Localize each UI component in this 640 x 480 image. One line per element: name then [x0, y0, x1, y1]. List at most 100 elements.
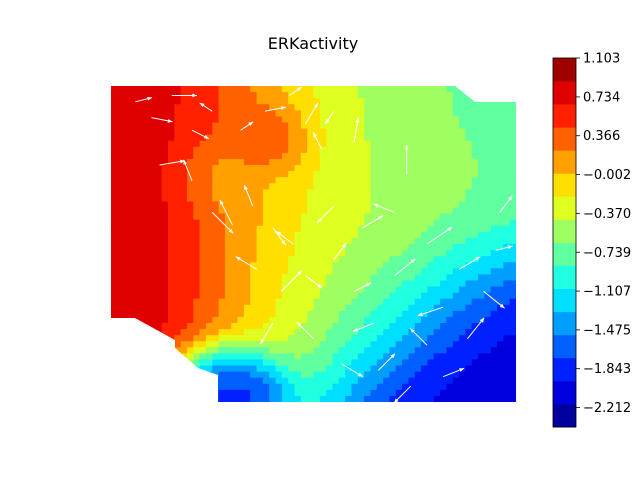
contour-cell	[180, 237, 188, 245]
contour-cell	[275, 146, 283, 154]
quiver-arrow	[288, 86, 303, 96]
contour-cell	[414, 353, 422, 361]
contour-cell	[395, 341, 403, 348]
contour-cell	[237, 365, 245, 373]
contour-cell	[275, 104, 283, 111]
contour-cell	[205, 92, 213, 99]
contour-cell	[427, 92, 435, 99]
contour-cell	[440, 219, 447, 227]
contour-cell	[319, 134, 327, 142]
contour-cell	[136, 140, 144, 148]
contour-cell	[471, 219, 479, 227]
contour-cell	[300, 383, 308, 391]
contour-cell	[243, 195, 251, 203]
contour-cell	[307, 152, 315, 160]
contour-cell	[129, 353, 137, 361]
contour-cell	[408, 104, 416, 111]
contour-cell	[452, 280, 460, 288]
contour-cell	[509, 262, 516, 269]
contour-cell	[136, 195, 144, 203]
contour-cell	[307, 207, 315, 215]
contour-cell	[370, 195, 378, 203]
contour-cell	[218, 98, 226, 105]
contour-cell	[307, 329, 315, 336]
contour-cell	[129, 377, 137, 385]
contour-cell	[231, 298, 239, 306]
contour-cell	[167, 146, 175, 154]
contour-cell	[427, 98, 435, 105]
contour-cell	[155, 316, 163, 324]
contour-cell	[389, 250, 397, 257]
contour-cell	[212, 389, 220, 397]
contour-cell	[319, 189, 327, 196]
contour-cell	[224, 165, 232, 172]
contour-cell	[509, 329, 516, 336]
contour-cell	[484, 225, 492, 233]
contour-cell	[155, 323, 163, 330]
contour-cell	[129, 359, 137, 367]
contour-cell	[313, 353, 321, 361]
contour-cell	[256, 256, 264, 263]
contour-cell	[471, 177, 479, 184]
contour-cell	[142, 383, 150, 391]
contour-cell	[389, 262, 397, 269]
contour-cell	[180, 104, 188, 111]
contour-cell	[294, 158, 302, 166]
contour-cell	[395, 389, 403, 397]
contour-cell	[111, 146, 118, 154]
contour-cell	[440, 128, 447, 136]
contour-cell	[237, 86, 245, 93]
contour-cell	[205, 128, 213, 136]
contour-cell	[243, 347, 251, 354]
contour-cell	[205, 213, 213, 221]
contour-cell	[111, 377, 118, 385]
contour-cell	[205, 377, 213, 385]
contour-cell	[275, 195, 283, 203]
contour-cell	[509, 189, 516, 196]
contour-cell	[338, 389, 346, 397]
contour-cell	[129, 104, 137, 111]
contour-cell	[465, 359, 473, 367]
contour-cell	[205, 353, 213, 361]
contour-cell	[205, 347, 213, 354]
contour-cell	[161, 92, 169, 99]
contour-cell	[427, 353, 435, 361]
contour-cell	[167, 128, 175, 136]
contour-cell	[351, 189, 359, 196]
contour-cell	[484, 213, 492, 221]
contour-cell	[490, 213, 498, 221]
contour-cell	[509, 371, 516, 379]
contour-cell	[193, 86, 201, 93]
contour-cell	[123, 231, 131, 239]
contour-cell	[250, 213, 258, 221]
contour-cell	[250, 310, 258, 318]
contour-cell	[307, 195, 315, 203]
contour-cell	[484, 371, 492, 379]
contour-cell	[161, 262, 169, 269]
contour-cell	[427, 116, 435, 124]
colorbar-segment	[553, 403, 576, 428]
contour-cell	[155, 213, 163, 221]
contour-cell	[237, 207, 245, 215]
contour-cell	[148, 171, 156, 178]
contour-cell	[307, 292, 315, 300]
contour-cell	[193, 116, 201, 124]
contour-cell	[155, 128, 163, 136]
contour-cell	[307, 371, 315, 379]
contour-cell	[250, 134, 258, 142]
contour-cell	[440, 146, 447, 154]
contour-cell	[345, 298, 353, 306]
contour-cell	[465, 171, 473, 178]
contour-cell	[237, 104, 245, 111]
contour-cell	[218, 158, 226, 166]
contour-cell	[256, 183, 264, 190]
contour-cell	[294, 347, 302, 354]
contour-cell	[414, 359, 422, 367]
contour-cell	[459, 310, 466, 318]
contour-cell	[465, 250, 473, 257]
contour-cell	[364, 213, 372, 221]
contour-cell	[395, 177, 403, 184]
contour-cell	[433, 152, 441, 160]
colorbar-tick-label: −0.739	[583, 246, 631, 261]
contour-cell	[186, 140, 194, 148]
